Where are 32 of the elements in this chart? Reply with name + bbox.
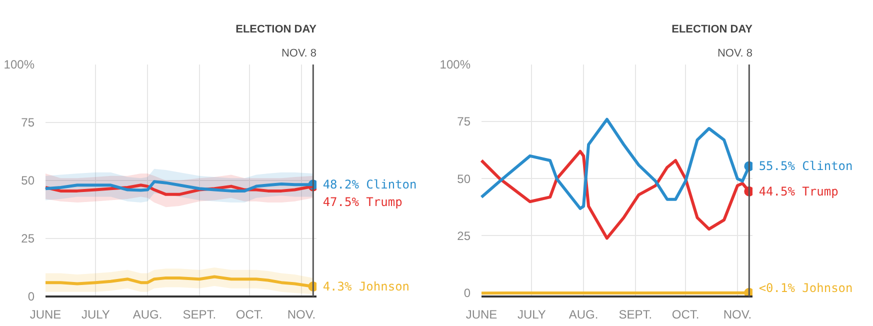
ref-line-label: ELECTION DAY bbox=[672, 24, 754, 36]
x-tick-label: OCT. bbox=[672, 308, 700, 322]
x-tick-label: SEPT. bbox=[182, 308, 216, 322]
y-tick-label: 25 bbox=[457, 228, 471, 243]
y-tick-label: 75 bbox=[457, 114, 471, 129]
x-tick-label: NOV. bbox=[723, 308, 752, 322]
text: 4.3% Johnson bbox=[322, 280, 410, 294]
y-tick-label: 50 bbox=[457, 172, 471, 186]
text: 47.5% Trump bbox=[322, 195, 402, 210]
text: 44.5% Trump bbox=[758, 184, 838, 198]
text: NOV. 8 bbox=[281, 48, 317, 60]
y-tick-label: 0 bbox=[28, 290, 35, 304]
x-tick-label: SEPT. bbox=[618, 308, 652, 322]
y-tick-label: 50 bbox=[21, 174, 35, 188]
x-tick-label: AUG. bbox=[132, 308, 162, 322]
text: 55.5% Clinton bbox=[758, 159, 853, 174]
text: <0.1% Johnson bbox=[758, 280, 853, 295]
y-tick-label: 100% bbox=[440, 58, 471, 72]
text: 48.2% Clinton bbox=[322, 178, 417, 192]
x-tick-label: JULY bbox=[81, 308, 110, 322]
y-tick-label: 25 bbox=[21, 232, 35, 246]
y-tick-label: 100% bbox=[4, 58, 35, 72]
x-tick-label: NOV. bbox=[287, 308, 316, 322]
x-tick-label: JULY bbox=[517, 308, 546, 322]
x-tick-label: AUG. bbox=[568, 308, 598, 322]
text: NOV. 8 bbox=[717, 48, 753, 60]
x-tick-label: OCT. bbox=[236, 308, 264, 322]
x-tick-label: JUNE bbox=[30, 308, 62, 322]
x-tick-label: JUNE bbox=[466, 308, 498, 322]
ref-line-label: ELECTION DAY bbox=[236, 24, 318, 36]
y-tick-label: 75 bbox=[21, 116, 35, 130]
y-tick-label: 0 bbox=[464, 286, 471, 300]
